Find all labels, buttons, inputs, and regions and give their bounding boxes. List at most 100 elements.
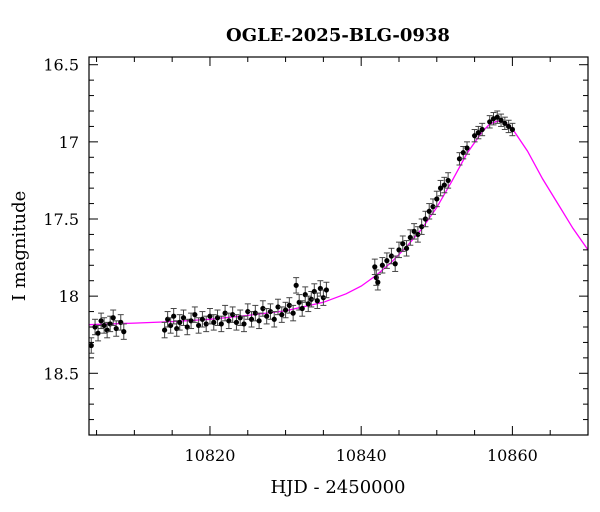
y-tick-label: 16.5 <box>43 56 79 75</box>
data-point <box>161 321 168 339</box>
data-marker <box>256 318 262 324</box>
data-marker <box>267 308 274 315</box>
data-point <box>430 198 437 215</box>
data-marker <box>245 308 251 315</box>
data-marker <box>260 305 266 312</box>
data-point <box>494 110 501 124</box>
data-point <box>101 317 108 334</box>
data-marker <box>211 319 217 325</box>
data-marker <box>494 114 500 120</box>
data-point <box>218 315 225 333</box>
data-point <box>176 314 183 331</box>
data-marker <box>110 315 116 321</box>
data-point <box>302 286 309 303</box>
data-point <box>210 314 217 331</box>
data-marker <box>422 216 429 222</box>
data-point <box>501 116 508 131</box>
data-marker <box>379 262 385 268</box>
model-layer <box>89 120 588 326</box>
data-marker <box>230 312 236 318</box>
data-point <box>98 312 105 330</box>
data-marker <box>487 119 493 125</box>
data-marker <box>403 245 410 251</box>
data-point <box>437 179 444 197</box>
data-marker <box>101 322 107 329</box>
data-marker <box>241 321 247 327</box>
data-point <box>282 301 289 319</box>
data-point <box>464 141 471 155</box>
data-marker <box>203 321 209 327</box>
data-point <box>110 309 117 326</box>
data-point <box>475 125 482 140</box>
data-point <box>490 112 497 126</box>
data-point <box>456 152 463 166</box>
data-point <box>104 321 111 339</box>
data-marker <box>264 313 270 319</box>
data-point <box>120 323 127 340</box>
data-point <box>222 304 229 322</box>
model-curve <box>89 120 588 326</box>
data-point <box>256 312 263 330</box>
data-point <box>371 258 378 276</box>
data-point <box>191 306 198 323</box>
y-axis-ticks: 16.5 17 17.5 18 18.5 <box>43 56 588 436</box>
data-marker <box>498 117 504 123</box>
data-point <box>498 113 505 127</box>
data-marker <box>419 224 425 230</box>
data-marker <box>479 126 485 133</box>
data-marker <box>299 305 305 312</box>
data-point <box>271 311 278 328</box>
y-tick-label: 18.5 <box>43 364 79 383</box>
data-marker <box>98 318 104 324</box>
data-marker <box>388 253 395 259</box>
data-marker <box>293 282 299 288</box>
data-marker <box>372 264 378 270</box>
plot-frame <box>88 56 589 436</box>
data-marker <box>113 325 119 332</box>
data-marker <box>192 312 198 318</box>
data-point <box>299 300 306 317</box>
data-point <box>374 274 381 291</box>
data-marker <box>464 145 470 151</box>
data-marker <box>314 298 320 304</box>
y-axis-label: I magnitude <box>9 191 30 302</box>
data-point <box>320 289 327 306</box>
data-point <box>479 122 486 137</box>
data-marker <box>286 302 292 308</box>
y-tick-label: 17 <box>59 133 79 152</box>
data-point <box>379 257 386 274</box>
data-marker <box>171 313 177 319</box>
data-point <box>113 320 120 337</box>
data-point <box>471 129 478 143</box>
data-marker <box>426 208 432 214</box>
data-layer <box>89 110 516 354</box>
data-marker <box>162 327 168 333</box>
data-point <box>383 252 390 269</box>
data-marker <box>456 156 463 162</box>
data-marker <box>177 319 183 325</box>
data-marker <box>437 185 444 191</box>
data-marker <box>415 231 421 238</box>
data-marker <box>252 310 258 316</box>
data-marker <box>471 133 478 139</box>
data-marker <box>434 196 440 202</box>
data-point <box>252 304 259 322</box>
data-point <box>199 311 206 328</box>
data-marker <box>506 123 512 130</box>
x-tick-label: 10860 <box>487 446 538 465</box>
data-point <box>95 324 102 342</box>
data-marker <box>411 228 417 234</box>
data-point <box>486 115 493 129</box>
data-point <box>426 203 433 220</box>
data-point <box>305 295 312 313</box>
data-point <box>240 315 247 333</box>
data-marker <box>320 295 326 301</box>
data-point <box>392 255 399 272</box>
data-marker <box>95 330 101 336</box>
data-point <box>399 235 406 252</box>
data-marker <box>502 120 508 126</box>
data-marker <box>441 182 447 188</box>
x-axis-ticks: 10820 10840 10860 <box>96 57 589 465</box>
data-marker <box>305 301 311 307</box>
